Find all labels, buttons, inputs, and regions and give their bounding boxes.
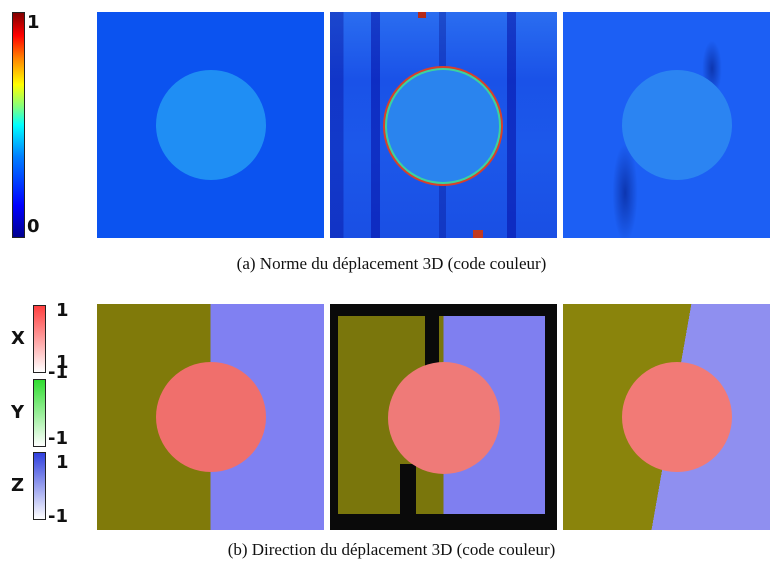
noise-block — [330, 514, 557, 530]
z-axis-letter: Z — [11, 475, 25, 496]
noise-block — [330, 304, 338, 530]
y-colorbar — [33, 379, 46, 447]
direction-panel-estimate-smooth — [563, 304, 770, 530]
y-colorbar-min-label: -1 — [48, 428, 68, 449]
x-colorbar-max-label: 1 — [56, 300, 69, 321]
x-axis-letter: X — [11, 328, 25, 349]
direction-disk — [622, 362, 732, 472]
x-colorbar — [33, 305, 46, 373]
direction-disk — [156, 362, 266, 472]
norm-colorbar — [12, 12, 25, 238]
z-colorbar-min-label: -1 — [48, 506, 68, 527]
noise-block — [545, 304, 557, 530]
norm-panel-estimate-noisy — [330, 12, 557, 238]
figure-a-caption: (a) Norme du déplacement 3D (code couleu… — [236, 254, 547, 273]
norm-panel-ground-truth — [97, 12, 324, 238]
norm-disk — [622, 70, 732, 180]
noise-block — [400, 464, 416, 524]
direction-panel-estimate-noisy — [330, 304, 557, 530]
z-colorbar — [33, 452, 46, 520]
y-colorbar-max-label: 1 — [56, 352, 69, 373]
norm-panel-estimate-smooth — [563, 12, 770, 238]
direction-disk — [388, 362, 500, 474]
noise-speck — [473, 230, 483, 238]
direction-panel-ground-truth — [97, 304, 324, 530]
y-axis-letter: Y — [11, 402, 25, 423]
norm-colorbar-max-label: 1 — [27, 12, 40, 33]
z-colorbar-max-label: 1 — [56, 452, 69, 473]
figure-b-caption: (b) Direction du déplacement 3D (code co… — [227, 540, 556, 559]
norm-disk — [387, 70, 499, 182]
norm-disk — [156, 70, 266, 180]
x-colorbar-min-label: -1 — [48, 362, 68, 383]
noise-speck — [418, 12, 426, 18]
noise-block — [330, 304, 557, 316]
norm-colorbar-min-label: 0 — [27, 216, 40, 237]
